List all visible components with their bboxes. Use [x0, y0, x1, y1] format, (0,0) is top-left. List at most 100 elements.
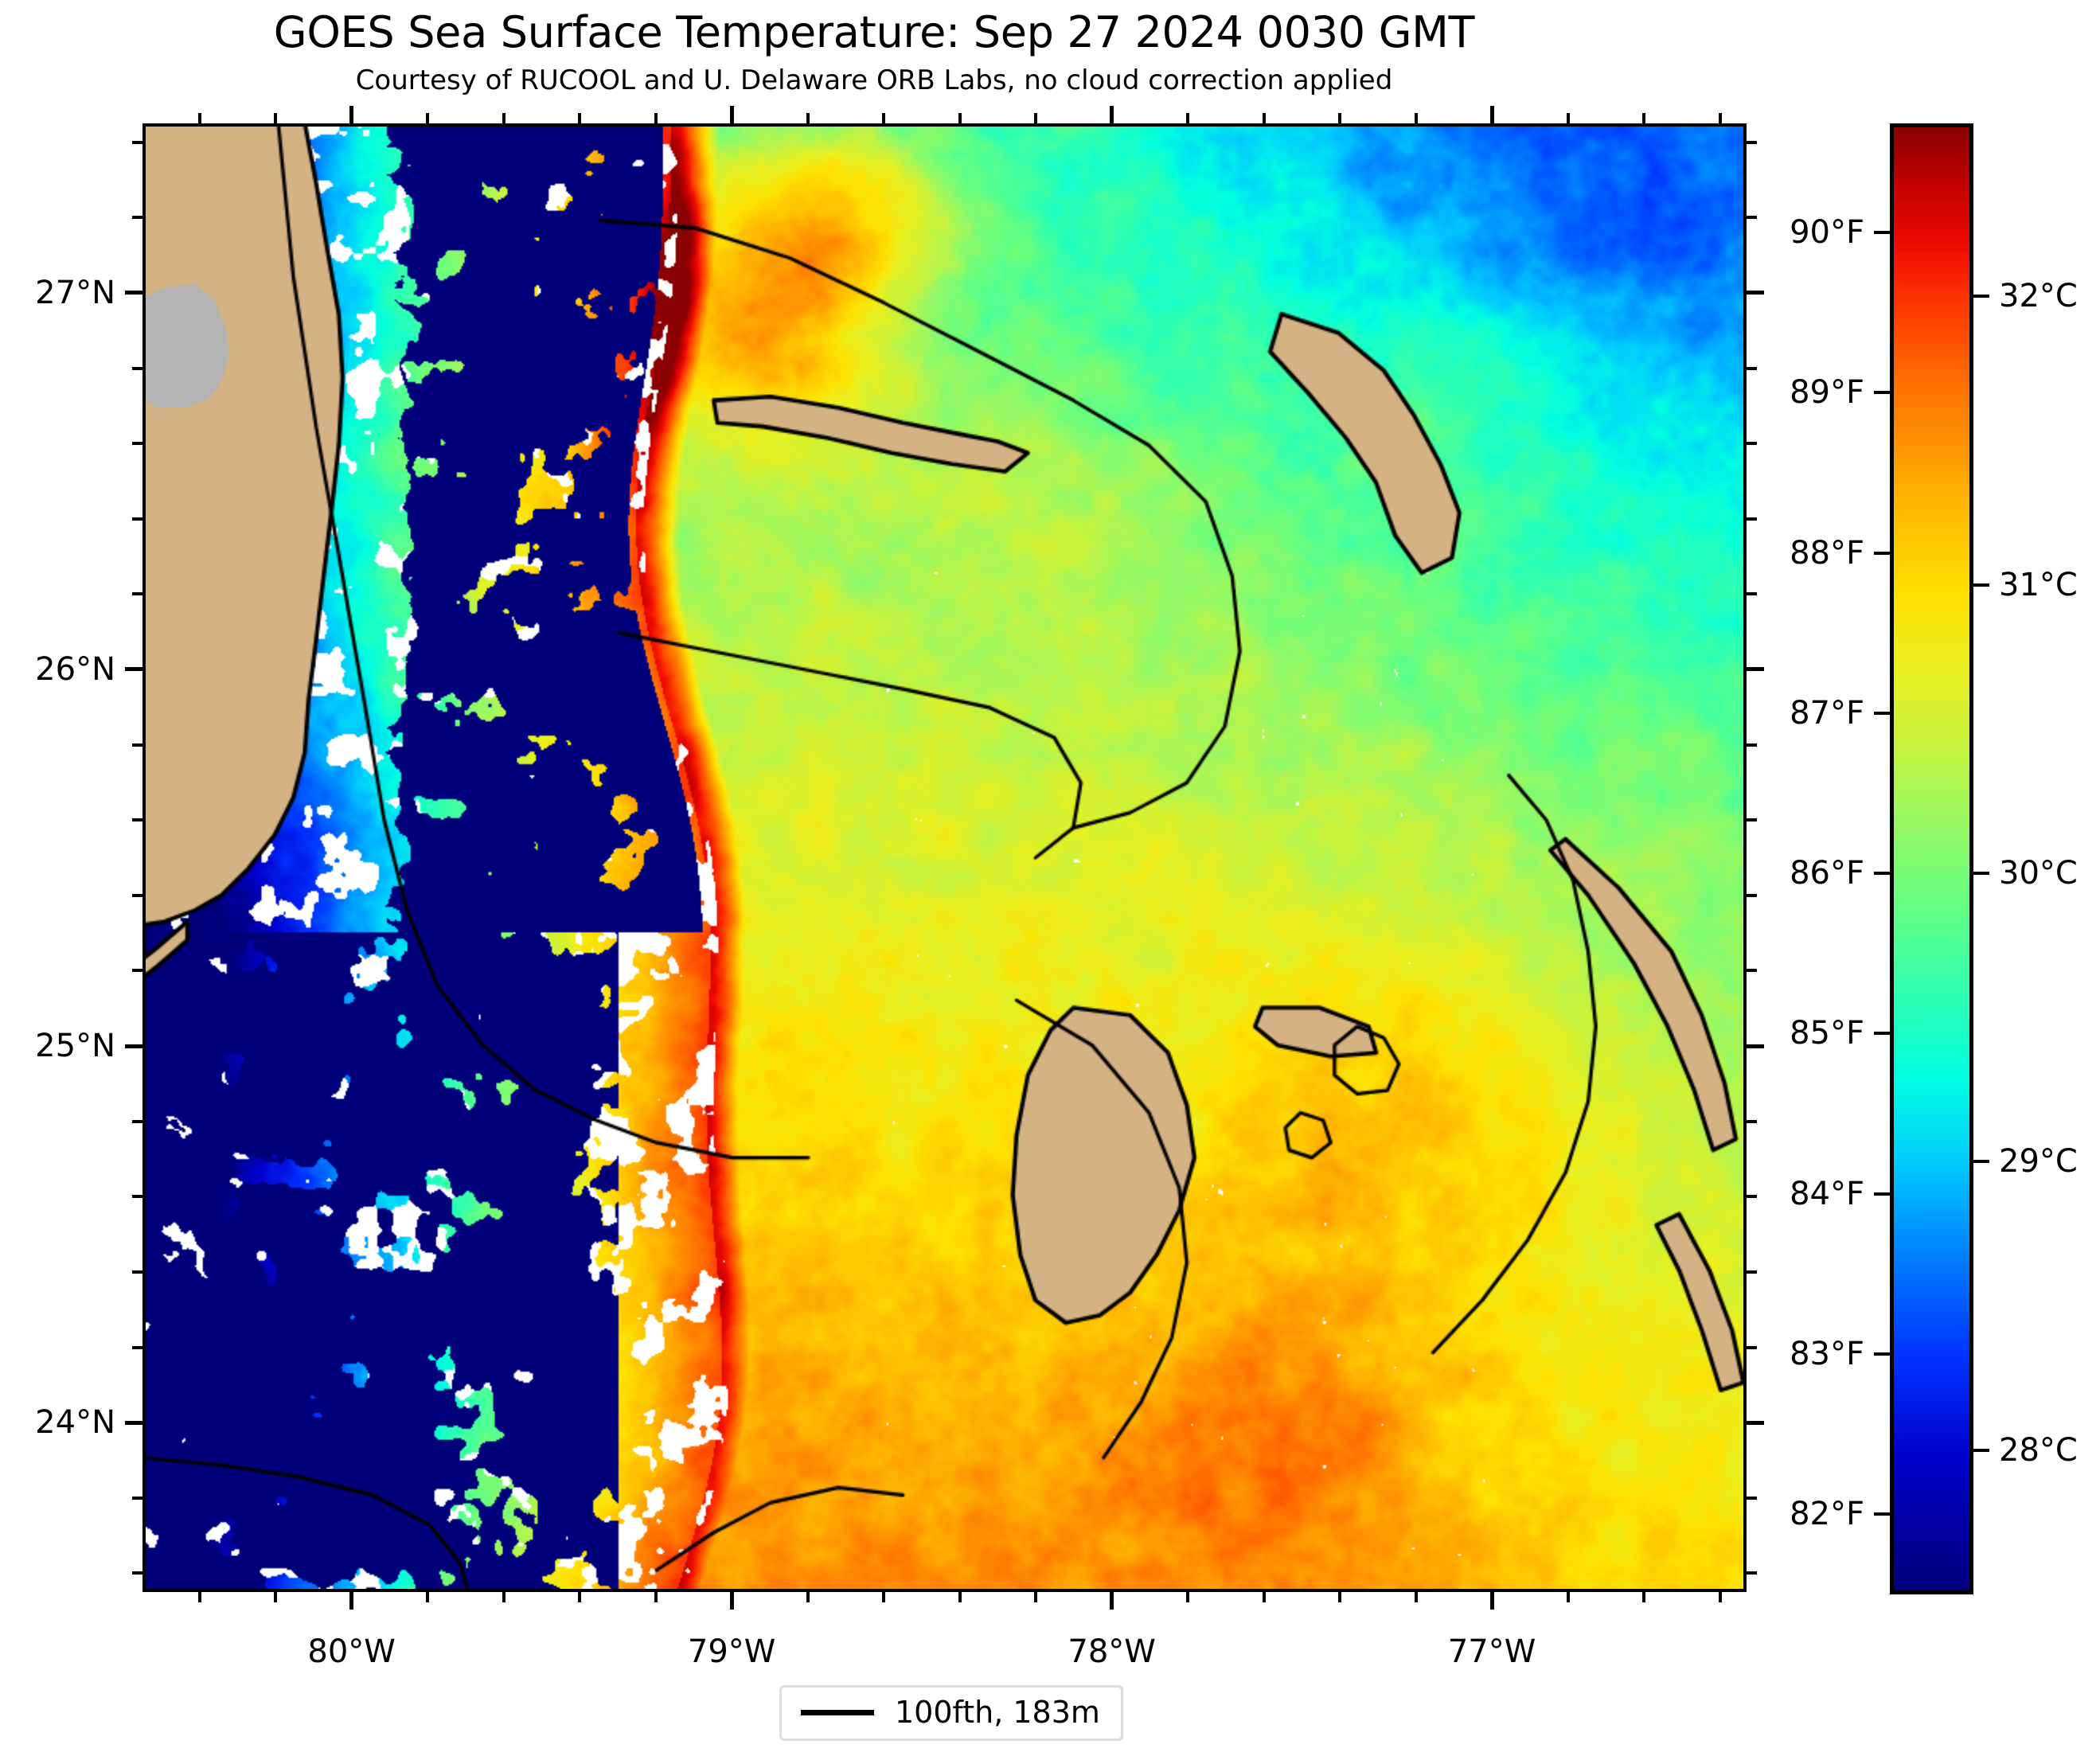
x-tick-minor	[1414, 1592, 1418, 1602]
y-tick-minor	[132, 442, 142, 446]
x-tick-minor	[1718, 1592, 1722, 1602]
y-tick-minor	[132, 1195, 142, 1199]
x-tick-minor	[1642, 1592, 1646, 1602]
y-tick-minor	[132, 216, 142, 220]
colorbar-label-f: 88°F	[1790, 534, 1864, 572]
y-tick-minor	[132, 1571, 142, 1575]
legend: 100fth, 183m	[779, 1685, 1123, 1741]
colorbar-tick-f	[1874, 551, 1890, 555]
x-tick-minor	[1338, 1592, 1342, 1602]
x-tick-major	[729, 1592, 734, 1610]
colorbar-tick-c	[1973, 295, 1989, 299]
x-tick-minor-top	[882, 113, 886, 123]
colorbar-tick-f	[1874, 872, 1890, 876]
title-block: GOES Sea Surface Temperature: Sep 27 202…	[0, 0, 1748, 95]
x-tick-major	[1110, 1592, 1114, 1610]
y-tick-minor-right	[1747, 743, 1757, 747]
x-tick-minor	[654, 1592, 658, 1602]
colorbar-tick-f	[1874, 391, 1890, 395]
x-tick-minor	[274, 1592, 278, 1602]
x-tick-major	[349, 1592, 354, 1610]
y-tick-minor	[132, 366, 142, 370]
x-tick-major	[1489, 1592, 1494, 1610]
y-tick-minor-right	[1747, 1119, 1757, 1123]
colorbar-tick-f	[1874, 230, 1890, 234]
colorbar-label-f: 84°F	[1790, 1175, 1864, 1212]
x-tick-minor-top	[502, 113, 505, 123]
x-tick-minor-top	[1338, 113, 1342, 123]
x-tick-minor-top	[1718, 113, 1722, 123]
y-tick-minor	[132, 743, 142, 747]
y-tick-major	[125, 667, 142, 672]
x-tick-minor-top	[1414, 113, 1418, 123]
colorbar-label-f: 85°F	[1790, 1015, 1864, 1052]
x-tick-minor-top	[1262, 113, 1266, 123]
y-axis-label: 24°N	[35, 1404, 115, 1442]
colorbar-tick-c	[1973, 1448, 1989, 1452]
x-tick-minor-top	[426, 113, 430, 123]
x-tick-minor-top	[1186, 113, 1190, 123]
x-tick-minor	[1566, 1592, 1570, 1602]
y-tick-major	[125, 1044, 142, 1048]
x-tick-minor-top	[806, 113, 810, 123]
y-tick-minor-right	[1747, 592, 1757, 596]
x-tick-major-top	[1489, 106, 1494, 123]
y-tick-major-right	[1747, 1044, 1764, 1048]
x-tick-major-top	[1110, 106, 1114, 123]
x-tick-minor	[578, 1592, 582, 1602]
colorbar-tick-c	[1973, 583, 1989, 587]
colorbar-gradient	[1890, 123, 1973, 1594]
x-tick-minor-top	[1566, 113, 1570, 123]
y-tick-minor	[132, 969, 142, 973]
x-tick-minor-top	[197, 113, 201, 123]
colorbar-tick-f	[1874, 1192, 1890, 1196]
y-tick-minor-right	[1747, 1571, 1757, 1575]
colorbar-label-c: 31°C	[1999, 566, 2078, 603]
x-axis-label: 78°W	[1068, 1633, 1156, 1670]
y-tick-minor	[132, 1496, 142, 1500]
y-tick-minor-right	[1747, 893, 1757, 897]
x-tick-minor	[197, 1592, 201, 1602]
y-tick-minor-right	[1747, 1345, 1757, 1349]
y-tick-minor	[132, 1119, 142, 1123]
x-tick-minor	[1034, 1592, 1038, 1602]
y-tick-major-right	[1747, 1420, 1764, 1425]
y-tick-minor-right	[1747, 216, 1757, 220]
colorbar-label-f: 82°F	[1790, 1496, 1864, 1533]
y-axis-label: 27°N	[35, 274, 115, 311]
y-tick-major	[125, 291, 142, 295]
y-tick-minor-right	[1747, 1195, 1757, 1199]
x-tick-minor-top	[1034, 113, 1038, 123]
x-tick-minor-top	[654, 113, 658, 123]
x-tick-minor-top	[1642, 113, 1646, 123]
colorbar-label-f: 83°F	[1790, 1336, 1864, 1373]
y-tick-minor-right	[1747, 140, 1757, 144]
x-axis-label: 80°W	[307, 1633, 396, 1670]
y-axis-label: 25°N	[35, 1028, 115, 1065]
x-tick-minor	[502, 1592, 505, 1602]
y-tick-major-right	[1747, 291, 1764, 295]
colorbar-label-f: 87°F	[1790, 694, 1864, 732]
colorbar-tick-f	[1874, 1032, 1890, 1036]
x-axis-label: 79°W	[687, 1633, 776, 1670]
y-tick-minor-right	[1747, 366, 1757, 370]
y-tick-major-right	[1747, 667, 1764, 672]
page-title: GOES Sea Surface Temperature: Sep 27 202…	[273, 7, 1475, 57]
x-axis-label: 77°W	[1447, 1633, 1536, 1670]
sst-raster	[146, 127, 1743, 1589]
x-tick-minor	[426, 1592, 430, 1602]
y-tick-minor-right	[1747, 1496, 1757, 1500]
contour-line-swatch	[801, 1709, 874, 1715]
legend-label: 100fth, 183m	[895, 1695, 1100, 1730]
x-tick-major-top	[729, 106, 734, 123]
x-tick-minor	[882, 1592, 886, 1602]
y-tick-minor	[132, 893, 142, 897]
sst-map-plot[interactable]	[142, 123, 1747, 1592]
y-tick-minor-right	[1747, 517, 1757, 521]
colorbar-label-c: 28°C	[1999, 1431, 2078, 1469]
colorbar-label-f: 90°F	[1790, 213, 1864, 251]
x-tick-major-top	[349, 106, 354, 123]
y-axis-label: 26°N	[35, 650, 115, 688]
colorbar[interactable]	[1890, 123, 1973, 1594]
colorbar-tick-c	[1973, 1160, 1989, 1164]
